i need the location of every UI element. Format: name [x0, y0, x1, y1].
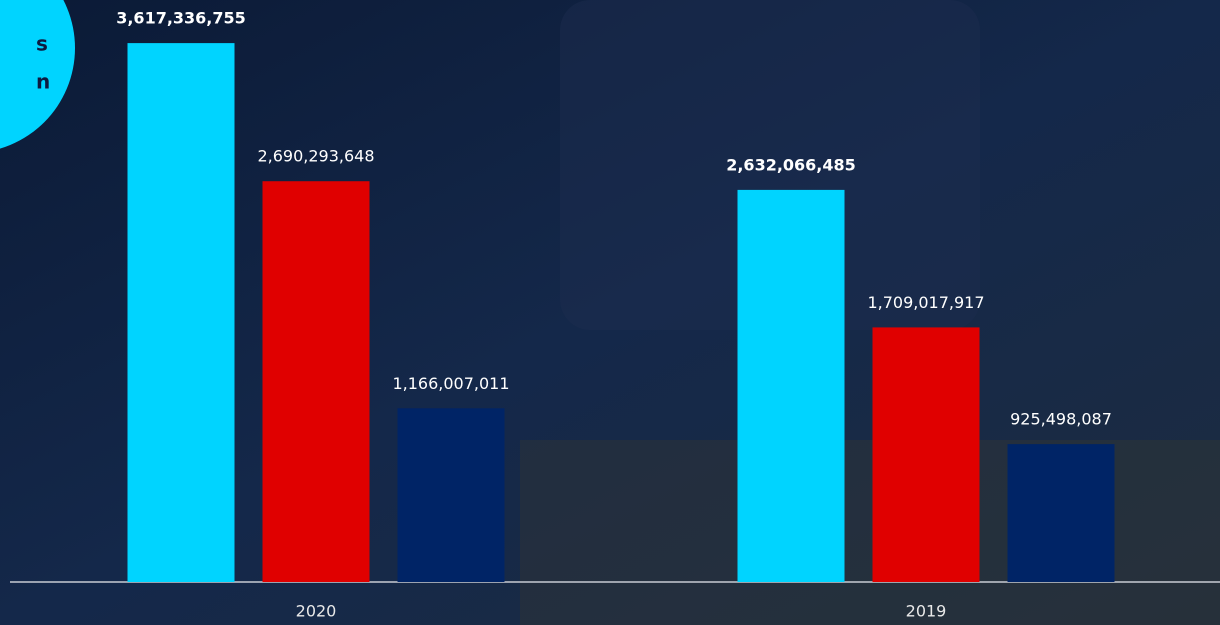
data-label: 2,690,293,648 — [257, 147, 374, 166]
bar — [1007, 444, 1115, 582]
x-tick-label: 2020 — [296, 602, 337, 621]
bar — [397, 408, 505, 582]
data-label: 1,166,007,011 — [392, 374, 509, 393]
data-label: 925,498,087 — [1010, 410, 1112, 429]
bar — [127, 43, 235, 583]
data-label: 2,632,066,485 — [726, 155, 856, 174]
bar — [262, 181, 370, 583]
data-label: 3,617,336,755 — [116, 9, 246, 28]
background-tablet — [560, 0, 980, 330]
badge — [0, 0, 75, 149]
bar — [737, 189, 845, 582]
data-label: 1,709,017,917 — [867, 293, 984, 312]
bar — [872, 327, 980, 582]
badge-text: s — [36, 32, 48, 56]
badge-text: n — [36, 70, 50, 94]
x-tick-label: 2019 — [906, 602, 947, 621]
background-photo — [520, 440, 1220, 625]
